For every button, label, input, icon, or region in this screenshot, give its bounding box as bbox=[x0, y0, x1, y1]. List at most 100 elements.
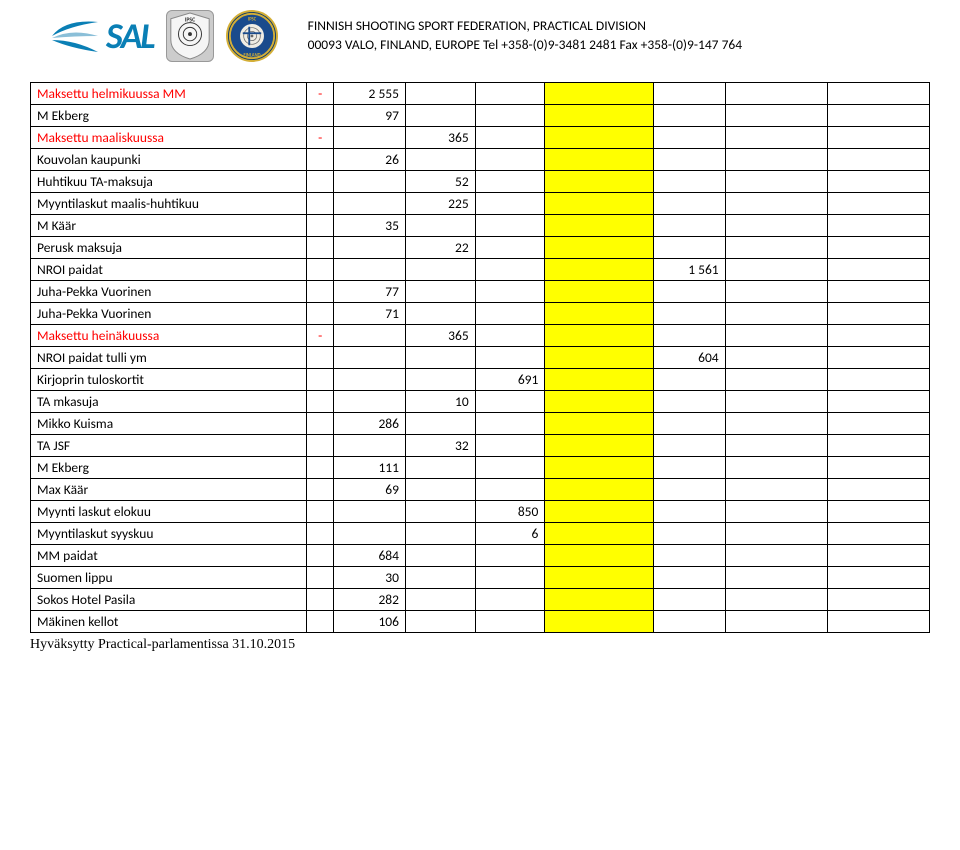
row-value-1 bbox=[333, 369, 405, 391]
footer-text: Hyväksytty Practical-parlamentissa 31.10… bbox=[0, 633, 960, 657]
row-label: Huhtikuu TA-maksuja bbox=[31, 171, 307, 193]
row-empty-1 bbox=[725, 193, 827, 215]
row-label: M Käär bbox=[31, 215, 307, 237]
table-row: Kirjoprin tuloskortit691 bbox=[31, 369, 930, 391]
row-sign: - bbox=[307, 83, 333, 105]
row-value-4 bbox=[653, 149, 725, 171]
table-row: Myynti laskut elokuu850 bbox=[31, 501, 930, 523]
row-value-1: 77 bbox=[333, 281, 405, 303]
row-empty-2 bbox=[827, 479, 929, 501]
row-value-3 bbox=[475, 545, 545, 567]
row-value-4 bbox=[653, 83, 725, 105]
table-row: Mikko Kuisma286 bbox=[31, 413, 930, 435]
row-value-3 bbox=[475, 127, 545, 149]
row-value-4 bbox=[653, 281, 725, 303]
row-empty-2 bbox=[827, 237, 929, 259]
row-yellow-cell bbox=[545, 501, 653, 523]
row-sign bbox=[307, 501, 333, 523]
row-yellow-cell bbox=[545, 369, 653, 391]
table-row: Myyntilaskut syyskuu6 bbox=[31, 523, 930, 545]
row-value-1: 282 bbox=[333, 589, 405, 611]
row-empty-1 bbox=[725, 611, 827, 633]
row-empty-1 bbox=[725, 391, 827, 413]
row-empty-1 bbox=[725, 237, 827, 259]
row-sign bbox=[307, 545, 333, 567]
row-sign bbox=[307, 193, 333, 215]
table-row: M Käär35 bbox=[31, 215, 930, 237]
row-value-1: 26 bbox=[333, 149, 405, 171]
row-value-4 bbox=[653, 611, 725, 633]
row-label: Myyntilaskut maalis-huhtikuu bbox=[31, 193, 307, 215]
row-yellow-cell bbox=[545, 193, 653, 215]
row-value-1 bbox=[333, 259, 405, 281]
row-value-2 bbox=[405, 369, 475, 391]
row-empty-1 bbox=[725, 435, 827, 457]
row-label: MM paidat bbox=[31, 545, 307, 567]
row-value-1: 69 bbox=[333, 479, 405, 501]
document-header: SAL IPSC IPSC FINLAND bbox=[0, 0, 960, 67]
row-label: Mikko Kuisma bbox=[31, 413, 307, 435]
row-label: Kouvolan kaupunki bbox=[31, 149, 307, 171]
row-yellow-cell bbox=[545, 325, 653, 347]
row-yellow-cell bbox=[545, 171, 653, 193]
table-row: TA JSF 32 bbox=[31, 435, 930, 457]
row-value-1: 111 bbox=[333, 457, 405, 479]
row-sign: - bbox=[307, 127, 333, 149]
row-empty-1 bbox=[725, 413, 827, 435]
row-sign bbox=[307, 391, 333, 413]
table-row: NROI paidat1 561 bbox=[31, 259, 930, 281]
table-row: NROI paidat tulli ym604 bbox=[31, 347, 930, 369]
row-value-3 bbox=[475, 193, 545, 215]
row-yellow-cell bbox=[545, 347, 653, 369]
row-label: TA JSF bbox=[31, 435, 307, 457]
row-value-3 bbox=[475, 567, 545, 589]
row-label: Juha-Pekka Vuorinen bbox=[31, 303, 307, 325]
row-value-2 bbox=[405, 413, 475, 435]
row-empty-1 bbox=[725, 567, 827, 589]
row-label: Kirjoprin tuloskortit bbox=[31, 369, 307, 391]
row-value-2: 365 bbox=[405, 127, 475, 149]
row-value-2 bbox=[405, 347, 475, 369]
row-empty-1 bbox=[725, 545, 827, 567]
row-label: Suomen lippu bbox=[31, 567, 307, 589]
row-yellow-cell bbox=[545, 567, 653, 589]
row-empty-1 bbox=[725, 281, 827, 303]
row-empty-1 bbox=[725, 501, 827, 523]
row-value-1 bbox=[333, 391, 405, 413]
table-row: TA mkasuja10 bbox=[31, 391, 930, 413]
table-container: Maksettu helmikuussa MM-2 555M Ekberg97M… bbox=[0, 67, 960, 633]
table-row: Maksettu heinäkuussa-365 bbox=[31, 325, 930, 347]
row-value-4 bbox=[653, 303, 725, 325]
row-label: Juha-Pekka Vuorinen bbox=[31, 281, 307, 303]
row-empty-1 bbox=[725, 215, 827, 237]
row-sign: - bbox=[307, 325, 333, 347]
row-value-4 bbox=[653, 589, 725, 611]
table-row: Kouvolan kaupunki 26 bbox=[31, 149, 930, 171]
row-value-1: 97 bbox=[333, 105, 405, 127]
row-value-3 bbox=[475, 237, 545, 259]
row-yellow-cell bbox=[545, 435, 653, 457]
row-empty-2 bbox=[827, 589, 929, 611]
ipsc-badge-icon: IPSC bbox=[166, 10, 214, 62]
row-yellow-cell bbox=[545, 105, 653, 127]
row-value-4 bbox=[653, 413, 725, 435]
row-empty-2 bbox=[827, 413, 929, 435]
row-empty-1 bbox=[725, 303, 827, 325]
row-value-3: 850 bbox=[475, 501, 545, 523]
row-value-3 bbox=[475, 457, 545, 479]
row-label: Maksettu heinäkuussa bbox=[31, 325, 307, 347]
row-value-1 bbox=[333, 325, 405, 347]
row-value-1: 30 bbox=[333, 567, 405, 589]
row-value-4 bbox=[653, 435, 725, 457]
row-empty-2 bbox=[827, 567, 929, 589]
row-value-4 bbox=[653, 105, 725, 127]
row-value-2: 32 bbox=[405, 435, 475, 457]
row-empty-1 bbox=[725, 171, 827, 193]
row-value-1: 71 bbox=[333, 303, 405, 325]
row-value-4 bbox=[653, 193, 725, 215]
row-label: M Ekberg bbox=[31, 457, 307, 479]
row-empty-2 bbox=[827, 501, 929, 523]
row-value-2 bbox=[405, 501, 475, 523]
row-value-2 bbox=[405, 281, 475, 303]
row-sign bbox=[307, 347, 333, 369]
